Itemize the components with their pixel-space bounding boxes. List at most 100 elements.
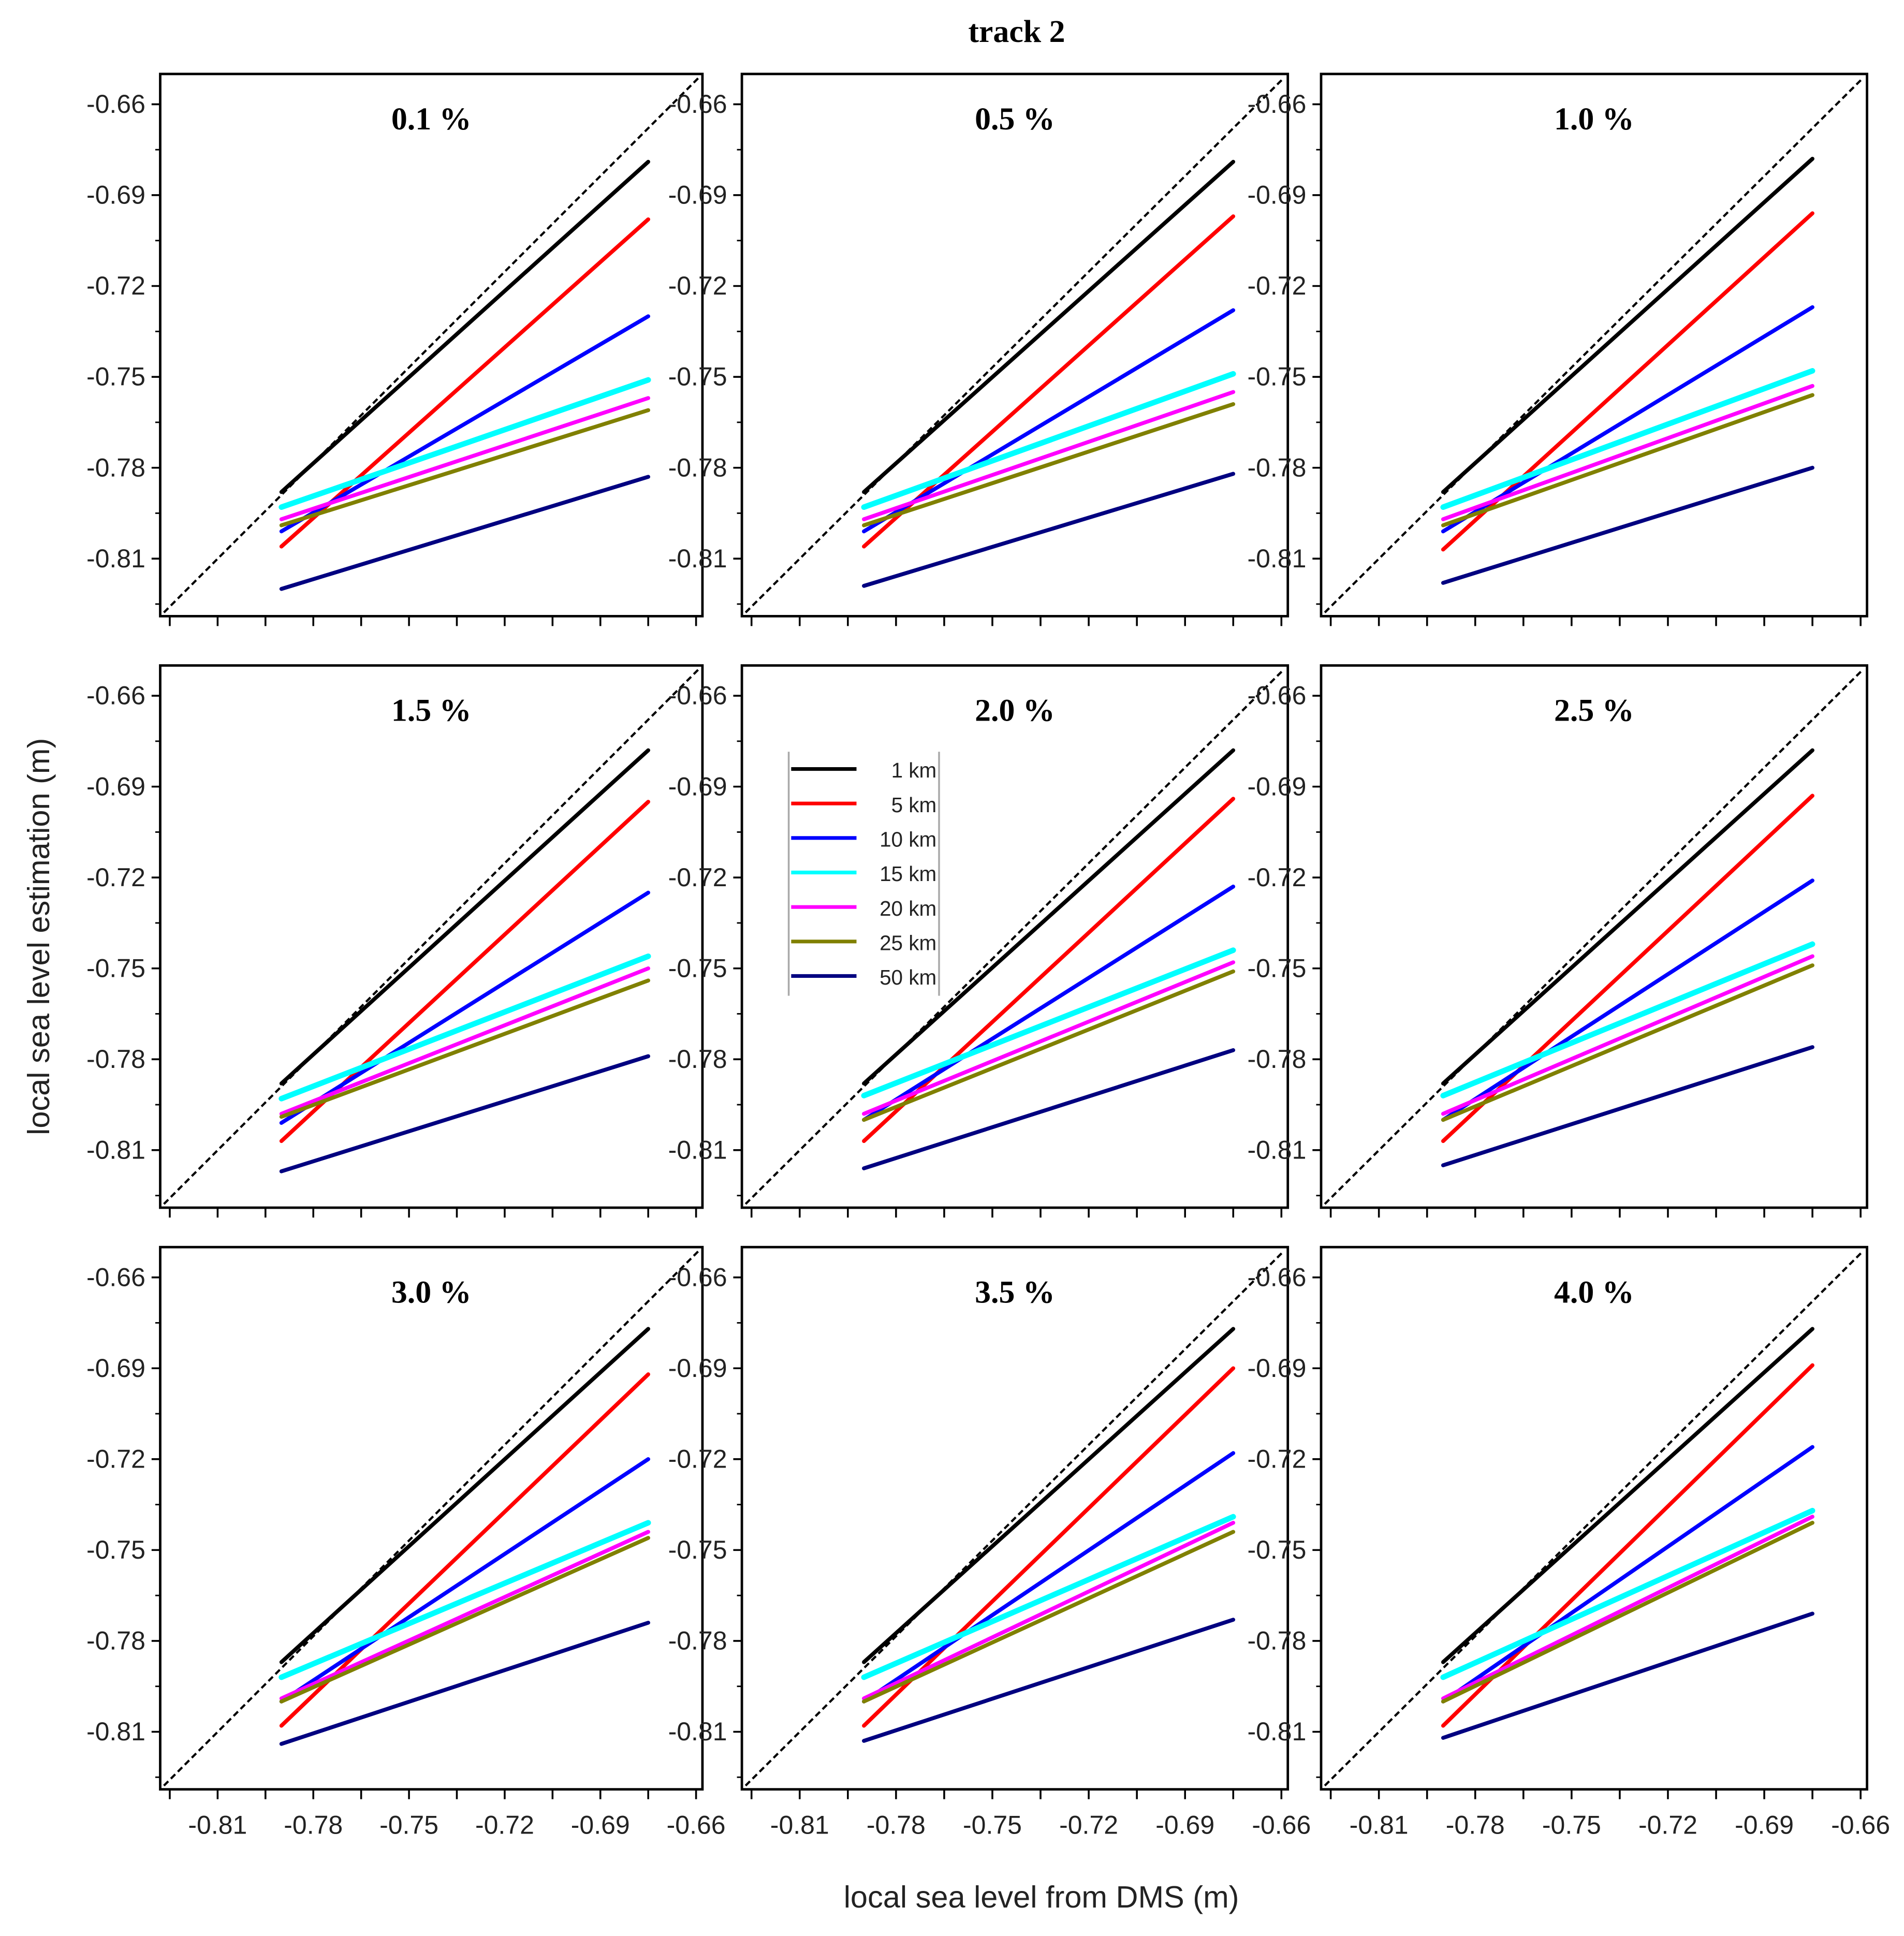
series-line-5km — [862, 797, 1236, 1143]
y-tick-label: -0.72 — [1247, 271, 1306, 300]
y-tick-label: -0.66 — [668, 90, 727, 119]
series-line-5km — [1441, 794, 1814, 1143]
y-tick-label: -0.72 — [86, 1444, 145, 1473]
y-tick-label: -0.66 — [668, 1263, 727, 1292]
series-line-20km — [862, 960, 1236, 1116]
y-tick-label: -0.69 — [668, 181, 727, 210]
reference-line-1to1 — [163, 77, 700, 613]
panel-15: -0.66 -0.69 -0.72 -0.75 -0.78 -0.81 1.5 % — [86, 664, 704, 1218]
x-tick-label: -0.78 — [867, 1810, 926, 1839]
y-tick-label: -0.72 — [86, 863, 145, 892]
panel-title: 2.5 % — [1554, 693, 1634, 728]
y-tick-label: -0.69 — [1247, 1354, 1306, 1383]
legend-label: 1 km — [891, 758, 937, 782]
series-line-50km — [862, 1048, 1236, 1170]
y-tick-label: -0.75 — [1247, 362, 1306, 391]
y-tick-label: -0.75 — [86, 954, 145, 982]
panel-25: -0.66 -0.69 -0.72 -0.75 -0.78 -0.81 2.5 % — [1247, 664, 1868, 1218]
series-line-5km — [862, 214, 1236, 549]
y-tick-label: -0.78 — [1247, 1626, 1306, 1655]
y-tick-label: -0.75 — [668, 1535, 727, 1564]
series-line-20km — [279, 1530, 650, 1700]
x-tick-label: -0.75 — [963, 1810, 1022, 1839]
reference-line-1to1 — [744, 77, 1285, 613]
y-tick-label: -0.78 — [86, 1626, 145, 1655]
y-tick-label: -0.66 — [668, 681, 727, 710]
series-line-5km — [279, 217, 650, 549]
series-line-1km — [1441, 748, 1814, 1086]
y-tick-label: -0.69 — [1247, 772, 1306, 801]
y-tick-label: -0.72 — [668, 1444, 727, 1473]
series-line-50km — [1441, 1611, 1814, 1740]
panel-title: 2.0 % — [975, 693, 1055, 728]
x-tick-label: -0.69 — [1155, 1810, 1214, 1839]
series-line-10km — [862, 884, 1236, 1122]
series-line-15km — [861, 1514, 1236, 1680]
panel-20: -0.66 -0.69 -0.72 -0.75 -0.78 -0.81 2.0 % 1 km 5… — [668, 664, 1290, 1218]
series-line-25km — [1441, 393, 1814, 527]
series-line-15km — [1440, 941, 1815, 1098]
series-line-10km — [1441, 305, 1814, 534]
y-tick-label: -0.81 — [86, 544, 145, 573]
series-line-20km — [1441, 954, 1814, 1116]
x-tick-label: -0.69 — [571, 1810, 630, 1839]
panel-title: 0.1 % — [391, 101, 472, 137]
y-tick-label: -0.81 — [668, 1717, 727, 1746]
y-tick-label: -0.75 — [86, 1535, 145, 1564]
x-tick-label: -0.66 — [1831, 1810, 1890, 1839]
y-tick-label: -0.81 — [86, 1717, 145, 1746]
panel-title: 1.0 % — [1554, 101, 1634, 137]
y-tick-label: -0.78 — [668, 453, 727, 482]
x-tick-label: -0.72 — [1059, 1810, 1118, 1839]
reference-line-1to1 — [1324, 77, 1864, 613]
x-tick-label: -0.78 — [284, 1810, 343, 1839]
series-line-25km — [862, 969, 1236, 1122]
series-line-1km — [862, 748, 1236, 1086]
series-line-20km — [279, 966, 650, 1116]
series-line-25km — [862, 1530, 1236, 1704]
series-line-50km — [279, 1621, 650, 1746]
reference-line-1to1 — [744, 668, 1285, 1205]
series-line-50km — [862, 1618, 1236, 1743]
series-line-15km — [279, 1520, 651, 1680]
series-line-20km — [1441, 1515, 1814, 1700]
x-tick-label: -0.69 — [1735, 1810, 1794, 1839]
y-tick-label: -0.72 — [668, 271, 727, 300]
reference-line-1to1 — [163, 668, 700, 1205]
reference-line-1to1 — [1324, 668, 1864, 1205]
panel-title: 1.5 % — [391, 693, 472, 728]
panel-01: -0.66 -0.69 -0.72 -0.75 -0.78 -0.81 0.1 % — [86, 72, 704, 626]
series-line-25km — [862, 402, 1236, 527]
y-tick-label: -0.78 — [668, 1045, 727, 1074]
y-tick-label: -0.69 — [86, 772, 145, 801]
series-line-10km — [1441, 878, 1814, 1122]
reference-line-1to1 — [163, 1250, 700, 1787]
legend-label: 25 km — [880, 931, 936, 955]
reference-line-1to1 — [744, 1250, 1285, 1787]
reference-line-1to1 — [1324, 1250, 1864, 1787]
series-line-1km — [862, 1327, 1236, 1664]
series-line-25km — [279, 1536, 650, 1704]
series-line-25km — [279, 978, 650, 1119]
y-tick-label: -0.75 — [668, 954, 727, 982]
series-line-25km — [1441, 963, 1814, 1122]
y-tick-label: -0.66 — [1247, 1263, 1306, 1292]
y-tick-label: -0.69 — [668, 1354, 727, 1383]
y-tick-label: -0.66 — [86, 1263, 145, 1292]
panel-30: -0.66 -0.69 -0.72 -0.75 -0.78 -0.81 -0.81 -0.78… — [86, 1245, 726, 1839]
y-tick-label: -0.81 — [1247, 1136, 1306, 1165]
panel-40: -0.66 -0.69 -0.72 -0.75 -0.78 -0.81 -0.81 -0.78… — [1247, 1245, 1890, 1839]
legend-label: 10 km — [880, 828, 936, 852]
x-tick-label: -0.66 — [1252, 1810, 1311, 1839]
series-line-1km — [279, 748, 650, 1086]
x-tick-label: -0.78 — [1446, 1810, 1505, 1839]
series-line-15km — [279, 953, 651, 1102]
y-tick-label: -0.75 — [1247, 1535, 1306, 1564]
series-line-20km — [862, 390, 1236, 521]
y-tick-label: -0.78 — [668, 1626, 727, 1655]
series-line-15km — [861, 371, 1236, 510]
y-tick-label: -0.72 — [86, 271, 145, 300]
series-line-1km — [862, 159, 1236, 494]
